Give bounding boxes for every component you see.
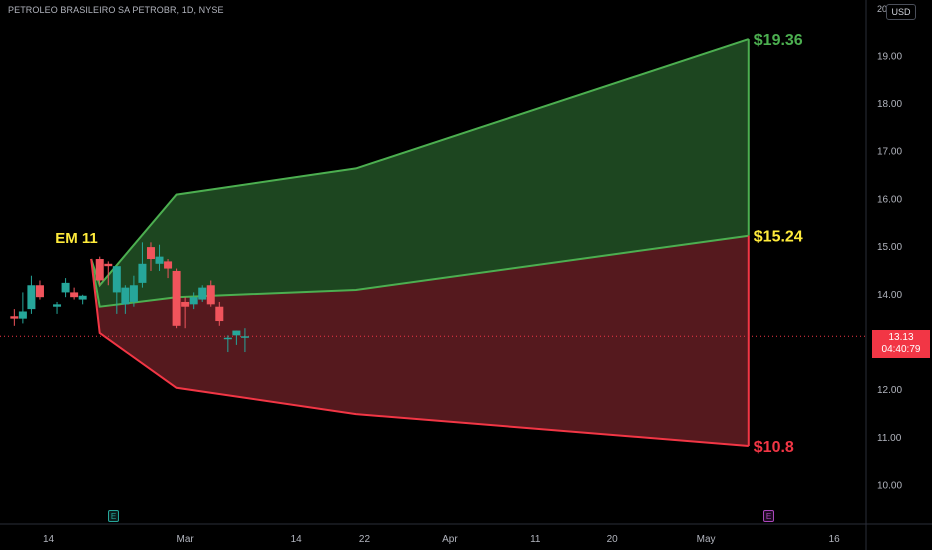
expected-move-price-label: $15.24 <box>754 229 803 246</box>
time-axis-label: 14 <box>43 534 55 545</box>
candle-body <box>164 261 173 269</box>
time-axis-label: 22 <box>359 534 371 545</box>
price-axis-label: 19.00 <box>877 51 902 62</box>
time-axis-label: 14 <box>291 534 303 545</box>
candle-body <box>35 285 44 298</box>
candle-body <box>215 306 224 322</box>
time-axis-label: Mar <box>177 534 195 545</box>
price-axis-top-tick: 20 <box>877 4 888 14</box>
earnings-marker-upcoming[interactable]: E <box>763 510 774 522</box>
expected-move-price-label: $19.36 <box>754 32 803 49</box>
price-axis-label: 17.00 <box>877 147 902 158</box>
time-axis-label: May <box>697 534 716 545</box>
last-price-badge: 13.13 04:40:79 <box>872 330 930 358</box>
candle-body <box>121 287 130 305</box>
expected-move-price-label: $10.8 <box>754 439 794 456</box>
candle-body <box>104 263 113 267</box>
time-axis-label: 11 <box>530 534 541 545</box>
price-axis-label: 12.00 <box>877 385 902 396</box>
time-axis-label: 16 <box>829 534 841 545</box>
bar-countdown: 04:40:79 <box>881 344 921 355</box>
candle-body <box>240 336 249 338</box>
candle-body <box>27 285 36 310</box>
candle-body <box>61 282 70 293</box>
price-axis-label: 14.00 <box>877 290 902 301</box>
candle-body <box>78 295 87 300</box>
last-price-value: 13.13 <box>888 332 914 343</box>
candle-body <box>138 263 147 283</box>
candle-body <box>172 270 181 326</box>
candle-body <box>18 311 27 319</box>
time-axis-label: 20 <box>607 534 619 545</box>
price-axis-label: 10.00 <box>877 481 902 492</box>
candle-body <box>10 316 19 319</box>
symbol-title: PETROLEO BRASILEIRO SA PETROBR, 1D, NYSE <box>8 5 224 15</box>
candle-body <box>129 285 138 302</box>
candle-body <box>112 266 121 293</box>
candle-body <box>198 287 207 300</box>
candle-body <box>70 292 79 298</box>
time-axis-label: Apr <box>442 534 458 545</box>
candle-body <box>206 285 215 305</box>
currency-button[interactable]: USD <box>886 4 916 20</box>
expected-move-upper-band <box>91 39 749 307</box>
price-axis-label: 11.00 <box>877 433 902 444</box>
price-axis-label: 18.00 <box>877 99 902 110</box>
candle-body <box>53 304 62 307</box>
earnings-marker-past[interactable]: E <box>108 510 119 522</box>
price-axis-label: 16.00 <box>877 194 902 205</box>
candle-body <box>95 259 104 281</box>
candle-body <box>223 337 232 340</box>
candle-body <box>181 301 190 307</box>
candle-body <box>155 256 164 264</box>
expected-move-lower-band <box>91 235 749 446</box>
expected-move-label: EM 11 <box>55 230 98 247</box>
candle-body <box>146 247 155 260</box>
price-axis-label: 15.00 <box>877 242 902 253</box>
expected-move-lower-line <box>90 258 749 447</box>
candle-body <box>189 297 198 305</box>
candle-body <box>232 330 241 336</box>
